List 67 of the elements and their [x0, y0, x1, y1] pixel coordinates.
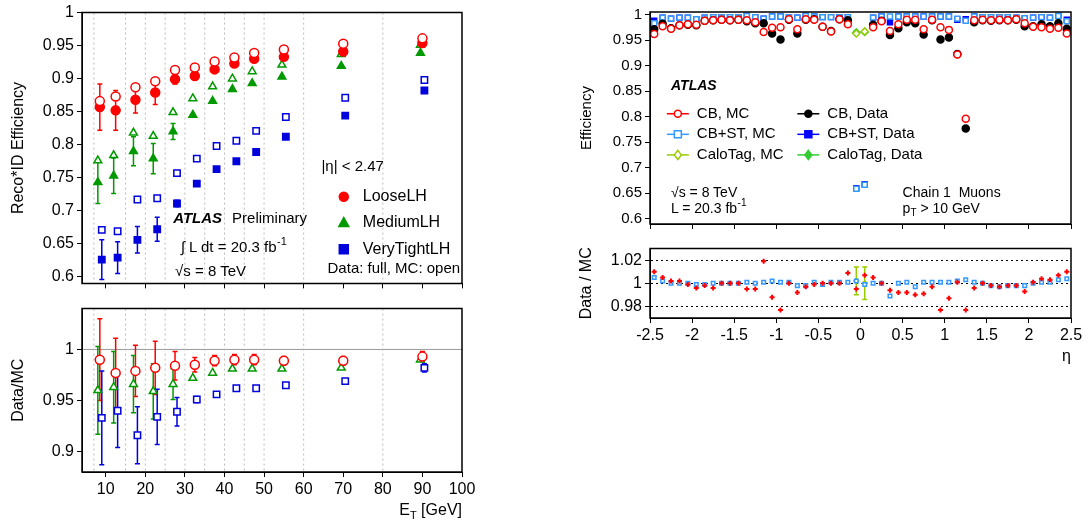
x-tick-label: -1: [769, 326, 784, 344]
x-tick-label: 30: [176, 480, 194, 498]
y-tick-label: 0.65: [42, 234, 75, 252]
y-tick-label: 0.85: [612, 81, 642, 99]
x-tick-label: 2.5: [1059, 326, 1083, 344]
y-axis-title: Data / MC: [577, 247, 595, 320]
y-tick-label: 0.98: [610, 296, 643, 314]
legend-label: CaloTag, Data: [827, 145, 924, 163]
x-tick-label: 0: [856, 326, 866, 344]
legend-label: LooseLH: [362, 187, 427, 205]
y-axis-title: Reco*ID Efficiency: [9, 81, 27, 215]
y-tick-label: 1: [65, 3, 75, 21]
x-tick-label: 1: [940, 326, 950, 344]
y-axis-title: Efficiency: [577, 85, 595, 150]
y-tick-label: 1: [633, 4, 642, 22]
y-tick-label: 0.85: [42, 102, 75, 120]
x-tick-label: 80: [373, 480, 392, 498]
y-tick-label: 0.7: [51, 201, 75, 219]
y-tick-label: 0.6: [51, 267, 75, 285]
x-tick-label: 20: [136, 480, 155, 498]
x-tick-label: -1.5: [720, 326, 749, 344]
x-tick-label: -2: [684, 326, 700, 344]
legend-label: CaloTag, MC: [696, 145, 784, 163]
annotation: ATLAS: [172, 208, 223, 226]
x-tick-label: 100: [448, 480, 476, 498]
annotation: ATLAS: [670, 77, 718, 94]
x-tick-label: 90: [413, 480, 432, 498]
y-tick-label: 0.95: [612, 30, 642, 48]
x-axis-title: η: [1062, 347, 1072, 365]
x-tick-label: 70: [334, 480, 353, 498]
y-tick-label: 0.8: [51, 135, 75, 153]
x-tick-label: -0.5: [804, 326, 833, 344]
y-tick-label: 0.75: [612, 132, 642, 150]
y-tick-label: 0.9: [51, 441, 75, 459]
annotation: Chain 1 Muons: [902, 184, 1001, 201]
legend-label: CB, Data: [827, 103, 889, 121]
legend-label: CB, MC: [696, 103, 750, 121]
x-tick-label: 40: [215, 480, 234, 498]
y-tick-label: 0.95: [42, 36, 75, 54]
y-tick-label: 0.95: [42, 390, 75, 408]
legend-label: VeryTightLH: [362, 239, 451, 257]
y-tick-label: 0.75: [42, 168, 75, 186]
x-tick-label: 2: [1024, 326, 1034, 344]
y-tick-label: 1: [633, 273, 643, 291]
y-tick-label: 0.8: [621, 106, 642, 124]
y-tick-label: 0.9: [51, 69, 75, 87]
annotation: Preliminary: [232, 208, 308, 226]
x-tick-label: 1.5: [975, 326, 999, 344]
y-axis-title: Data/MC: [9, 358, 27, 422]
y-tick-label: 0.9: [621, 55, 642, 73]
annotation: Data: full, MC: open: [327, 259, 461, 277]
annotation: √s = 8 TeV: [671, 184, 738, 201]
x-tick-label: -2.5: [636, 326, 664, 344]
x-tick-label: 10: [96, 480, 115, 498]
y-tick-label: 0.65: [612, 183, 642, 201]
x-tick-label: 50: [255, 480, 274, 498]
y-tick-label: 1: [65, 339, 75, 357]
legend-label: CB+ST, Data: [827, 124, 916, 142]
y-tick-label: 1.02: [610, 250, 643, 268]
legend-label: MediumLH: [362, 213, 441, 231]
y-tick-label: 0.6: [621, 209, 642, 227]
y-tick-label: 0.7: [621, 157, 642, 175]
legend-label: CB+ST, MC: [696, 124, 776, 142]
x-tick-label: 0.5: [891, 326, 914, 344]
annotation: |η| < 2.47: [321, 157, 384, 175]
annotation: √s = 8 TeV: [175, 262, 247, 280]
x-tick-label: 60: [294, 480, 313, 498]
